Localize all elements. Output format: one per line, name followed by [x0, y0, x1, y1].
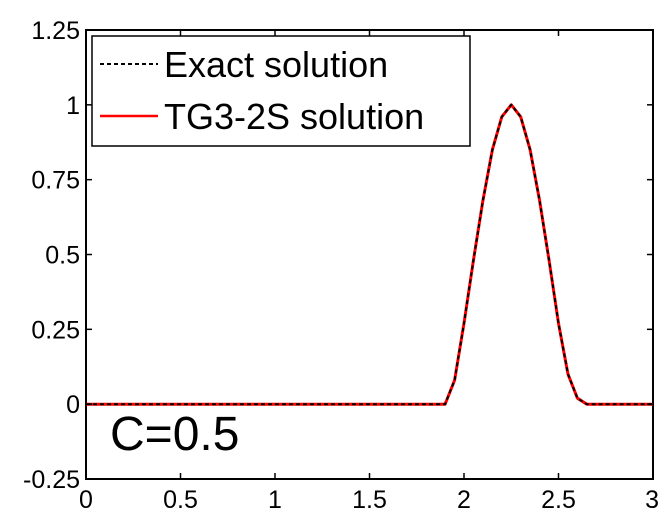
x-tick-label: 2 [457, 486, 471, 512]
x-tick-label: 2.5 [541, 486, 576, 512]
y-tick-label: 0.5 [45, 242, 80, 270]
y-tick-label: 1 [66, 92, 80, 120]
legend-label-tg3: TG3-2S solution [164, 96, 424, 137]
x-tick-label: 1 [268, 486, 282, 512]
legend-label-exact: Exact solution [164, 44, 388, 85]
x-tick-label: 1.5 [352, 486, 387, 512]
y-tick-label: 0.25 [31, 316, 80, 344]
series-line-tg3-2s [86, 103, 653, 406]
x-tick-label: 0.5 [163, 486, 198, 512]
x-tick-label: 0 [79, 486, 93, 512]
y-tick-label: -0.25 [23, 466, 80, 494]
x-tick-label: 3 [645, 486, 659, 512]
y-tick-label: 0 [66, 391, 80, 419]
y-tick-label: 0.75 [31, 167, 80, 195]
annotation-label: C=0.5 [110, 408, 239, 461]
y-tick-label: 1.25 [31, 17, 80, 45]
legend-box [91, 35, 471, 147]
series-line-exact [86, 103, 653, 406]
legend: Exact solution TG3-2S solution [91, 35, 471, 147]
series-layer [86, 103, 653, 406]
